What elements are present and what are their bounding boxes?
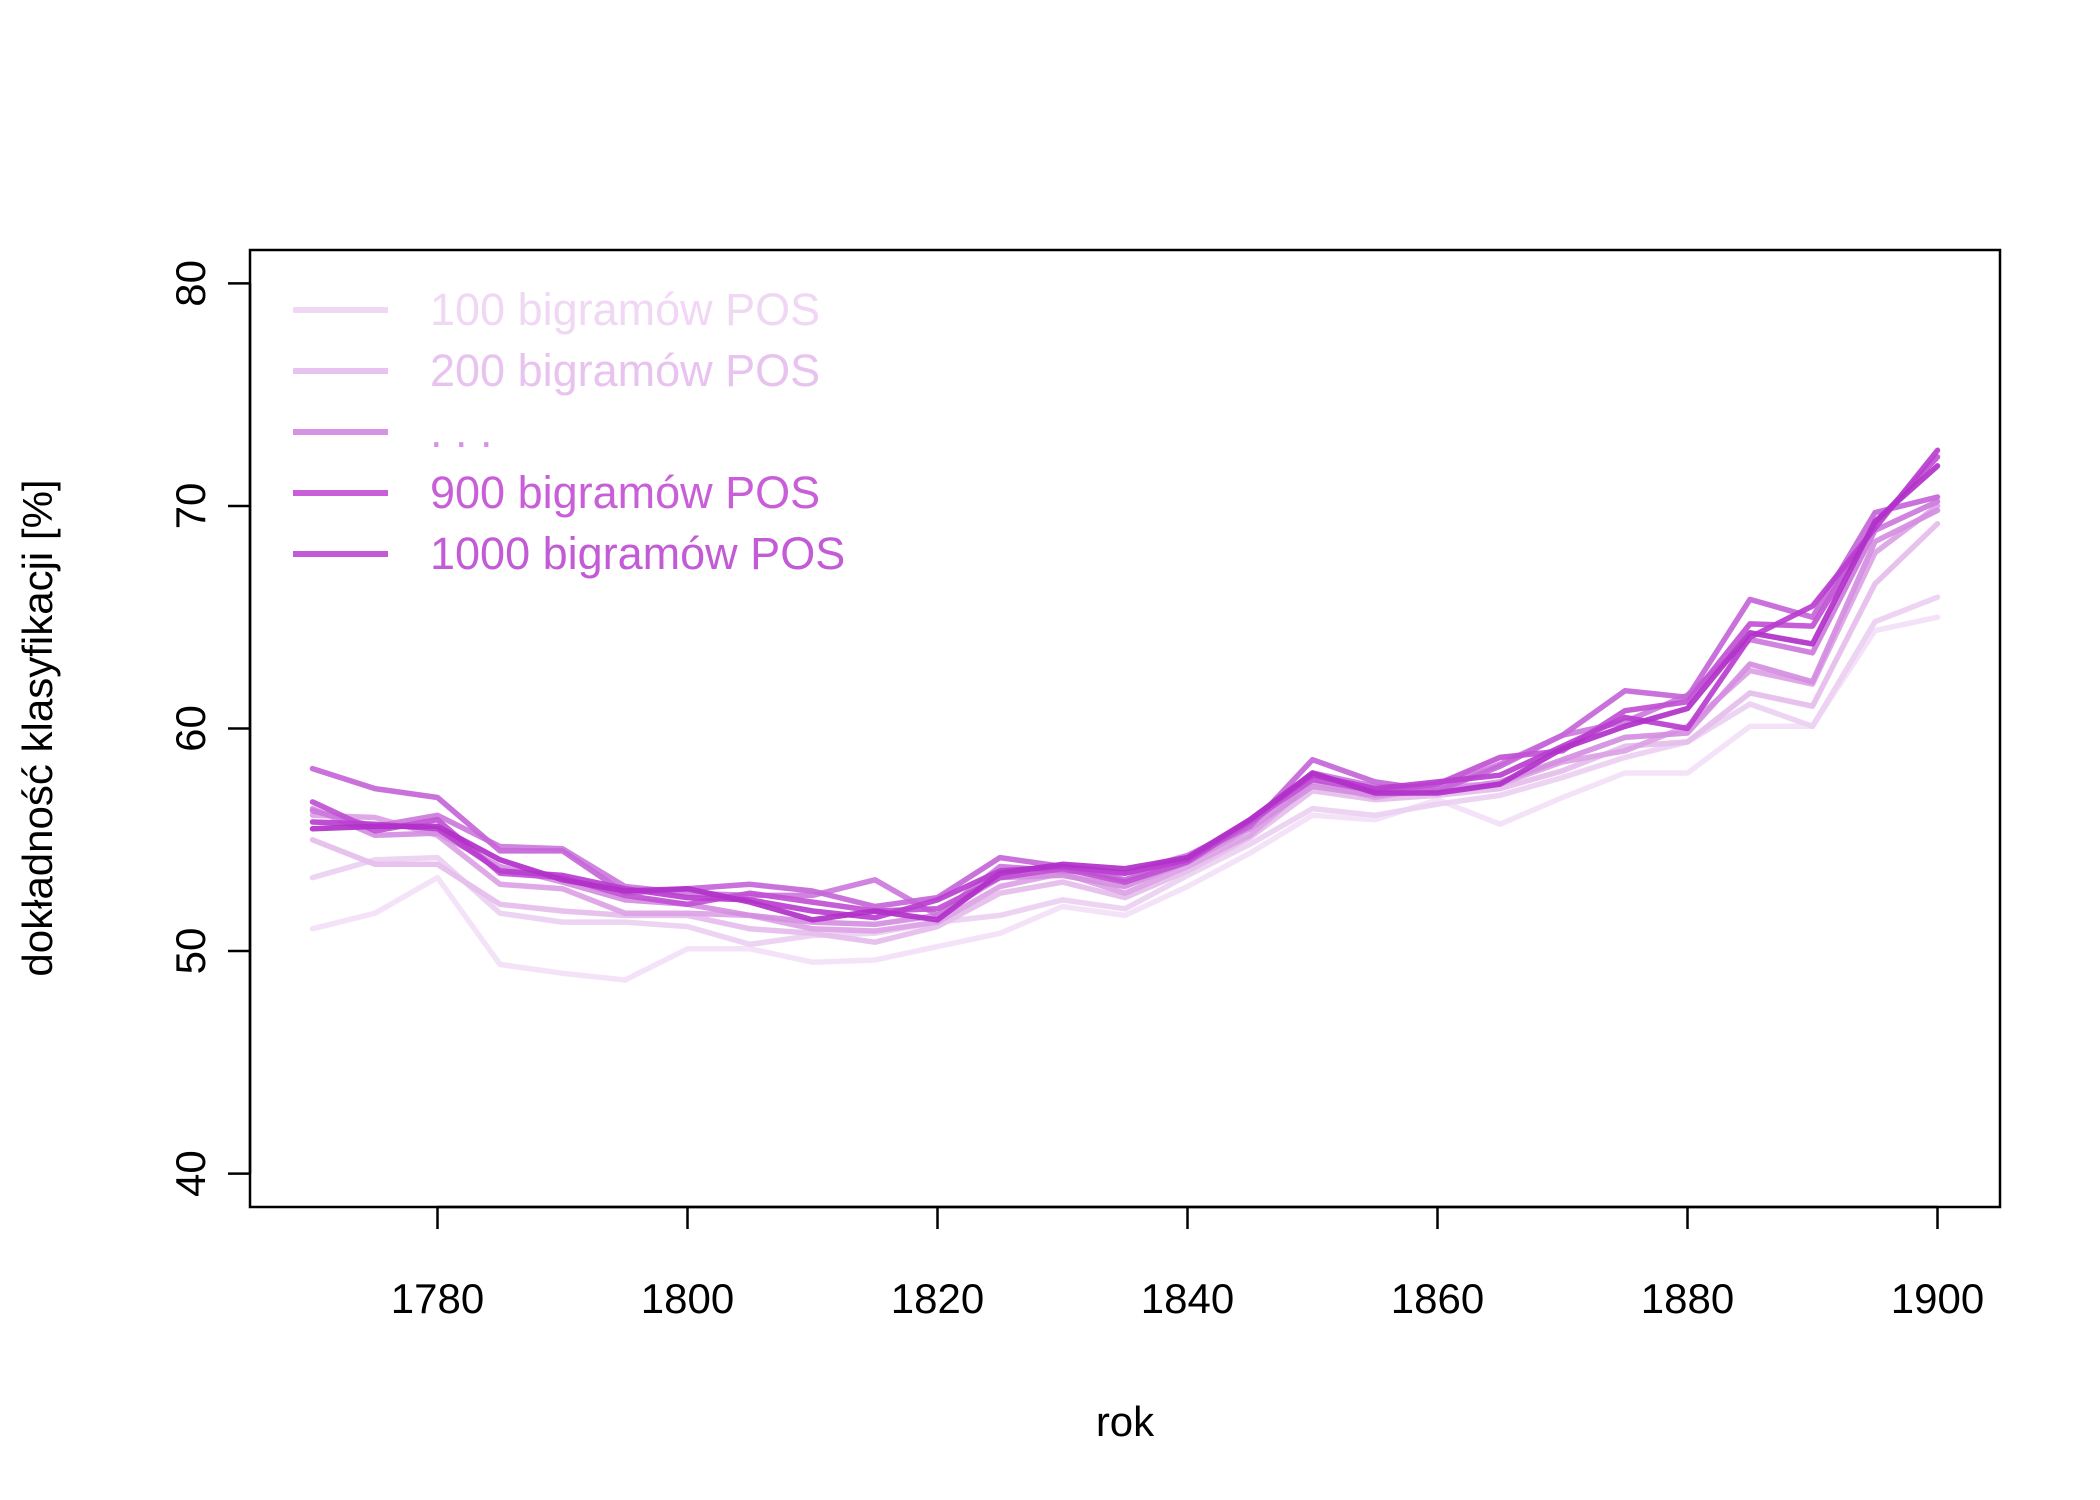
y-axis-label: dokładność klasyfikacji [%] [14, 479, 61, 976]
series-lines [309, 447, 1941, 983]
x-tick-label: 1780 [391, 1275, 484, 1322]
series-line-10 [309, 463, 1941, 923]
y-tick-label: 40 [167, 1150, 214, 1197]
y-axis: 40 50 60 70 80 [167, 260, 252, 1197]
y-tick-label: 50 [167, 928, 214, 975]
y-tick-label: 80 [167, 260, 214, 307]
y-tick-label: 70 [167, 483, 214, 530]
legend-label: 100 bigramów POS [430, 284, 820, 335]
series-line-3 [309, 520, 1941, 945]
x-tick-label: 1860 [1391, 1275, 1484, 1322]
legend-label: . . . [430, 406, 493, 457]
y-tick-label: 60 [167, 705, 214, 752]
x-tick-label: 1800 [641, 1275, 734, 1322]
x-tick-label: 1820 [891, 1275, 984, 1322]
x-axis: 1780 1800 1820 1840 1860 1880 1900 [391, 1205, 1984, 1322]
legend-label: 900 bigramów POS [430, 467, 820, 518]
series-line-5 [309, 507, 1941, 928]
legend-label: 200 bigramów POS [430, 345, 820, 396]
legend: 100 bigramów POS 200 bigramów POS . . . 900… [293, 284, 845, 579]
x-tick-label: 1900 [1891, 1275, 1984, 1322]
series-line-9 [309, 447, 1941, 921]
series-line-1 [309, 614, 1941, 983]
series-line-2 [309, 594, 1941, 948]
x-axis-label: rok [1096, 1398, 1155, 1445]
legend-label: 1000 bigramów POS [430, 528, 845, 579]
x-tick-label: 1840 [1141, 1275, 1234, 1322]
x-tick-label: 1880 [1641, 1275, 1734, 1322]
